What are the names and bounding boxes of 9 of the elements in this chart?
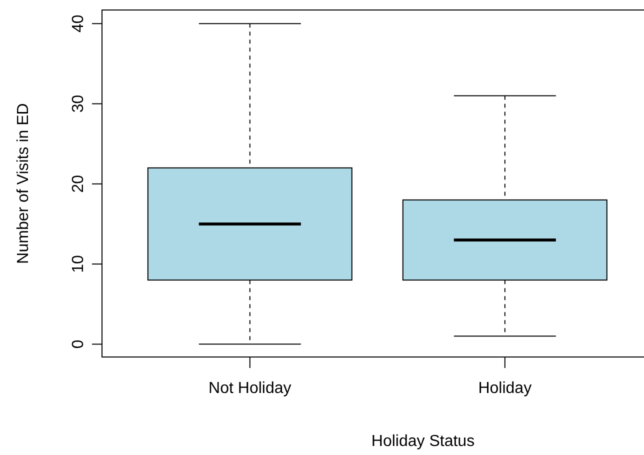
y-tick-label: 40 (70, 14, 87, 33)
y-tick-label: 30 (70, 94, 87, 113)
y-tick-label: 10 (70, 255, 87, 273)
x-axis-title: Holiday Status (371, 433, 475, 450)
y-tick-label: 20 (70, 174, 87, 193)
x-tick-label: Holiday (478, 380, 532, 397)
x-tick-label: Not Holiday (208, 380, 292, 397)
y-tick-label: 0 (70, 340, 87, 349)
y-axis-title: Number of Visits in ED (15, 103, 32, 264)
